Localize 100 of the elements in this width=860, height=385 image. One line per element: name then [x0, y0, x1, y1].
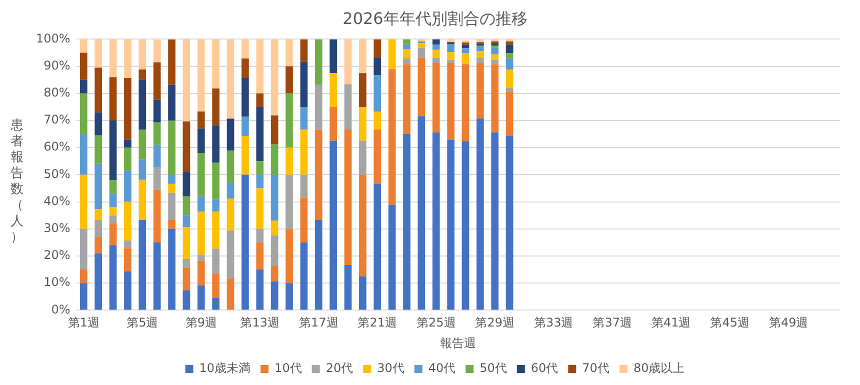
bar: [462, 48, 470, 54]
x-tick-label: 第17週: [298, 316, 338, 330]
bar: [447, 140, 454, 310]
bar: [418, 58, 426, 116]
bar: [256, 228, 264, 242]
bar: [182, 268, 190, 290]
bar: [388, 204, 396, 310]
bar: [212, 39, 220, 89]
bar: [286, 93, 293, 148]
bar: [80, 39, 88, 53]
bar: [138, 180, 146, 220]
legend-label: 80歳以上: [633, 361, 685, 376]
bar: [300, 129, 308, 175]
bar: [432, 50, 440, 58]
bar: [182, 121, 190, 172]
bar: [168, 39, 176, 85]
bar: [344, 264, 352, 310]
bar: [153, 167, 161, 190]
chart-title: 2026年年代別割合の推移: [342, 8, 528, 28]
x-tick-label: 第9週: [185, 316, 217, 330]
bar: [388, 39, 396, 70]
bar: [182, 39, 190, 122]
bar: [109, 120, 117, 180]
bar: [506, 44, 514, 54]
bar: [182, 227, 190, 259]
bar: [94, 220, 102, 238]
bar: [109, 223, 117, 246]
x-tick-label: 第21週: [358, 316, 398, 330]
bar: [374, 75, 382, 112]
bar: [403, 64, 410, 134]
bar: [403, 58, 410, 64]
bar: [300, 106, 308, 130]
bar: [462, 42, 470, 45]
bar: [314, 130, 322, 220]
bar: [80, 93, 88, 134]
bar: [300, 197, 308, 242]
bar: [447, 44, 454, 52]
bar: [153, 122, 161, 145]
x-tick-label: 第41週: [651, 316, 691, 330]
bar: [476, 63, 484, 118]
bar: [153, 40, 161, 62]
bar: [124, 78, 132, 140]
y-tick-label: 40%: [44, 194, 70, 208]
bar: [109, 77, 117, 120]
x-tick-label: 第25週: [416, 316, 456, 330]
bar: [506, 91, 514, 136]
bar: [476, 46, 484, 52]
bar: [124, 248, 132, 272]
bar: [256, 161, 264, 175]
legend-label: 60代: [530, 361, 558, 376]
bar: [256, 106, 264, 162]
legend-label: 70代: [582, 361, 610, 376]
bar: [124, 271, 132, 310]
bar: [242, 136, 249, 175]
bar: [226, 118, 234, 151]
y-tick-label: 0%: [51, 302, 70, 316]
bar: [94, 39, 102, 68]
bar: [344, 39, 352, 84]
bar: [432, 44, 440, 50]
bar: [242, 39, 249, 58]
bar: [94, 237, 102, 254]
bar: [374, 112, 382, 130]
bar: [124, 39, 132, 78]
bar: [359, 140, 366, 175]
bar: [138, 70, 146, 80]
bar: [124, 148, 132, 171]
bar: [168, 228, 176, 310]
bar: [212, 162, 220, 200]
bar: [138, 220, 146, 310]
bar: [256, 242, 264, 270]
bar: [80, 134, 88, 175]
bar: [138, 39, 146, 70]
x-tick-label: 第49週: [768, 316, 808, 330]
bar: [286, 174, 293, 229]
bar: [374, 184, 382, 310]
bar: [168, 192, 176, 220]
bar: [256, 174, 264, 188]
x-tick-label: 第1週: [68, 316, 100, 330]
bar: [109, 215, 117, 224]
bar: [491, 54, 499, 60]
bar: [403, 44, 410, 49]
bar: [80, 228, 88, 270]
x-tick-label: 第33週: [534, 316, 574, 330]
bar: [182, 258, 190, 268]
bar: [124, 202, 132, 241]
bar: [506, 136, 514, 310]
bar: [462, 53, 470, 64]
x-tick-label: 第45週: [710, 316, 750, 330]
bar: [226, 198, 234, 231]
bar: [286, 39, 293, 66]
bar: [226, 39, 234, 119]
bar: [256, 93, 264, 107]
bar: [182, 196, 190, 216]
bar: [314, 39, 322, 84]
bar: [168, 84, 176, 121]
y-tick-label: 90%: [44, 58, 70, 72]
bar: [256, 270, 264, 310]
x-tick-label: 第29週: [475, 316, 515, 330]
bar: [182, 215, 190, 228]
legend-label: 30代: [377, 361, 404, 376]
